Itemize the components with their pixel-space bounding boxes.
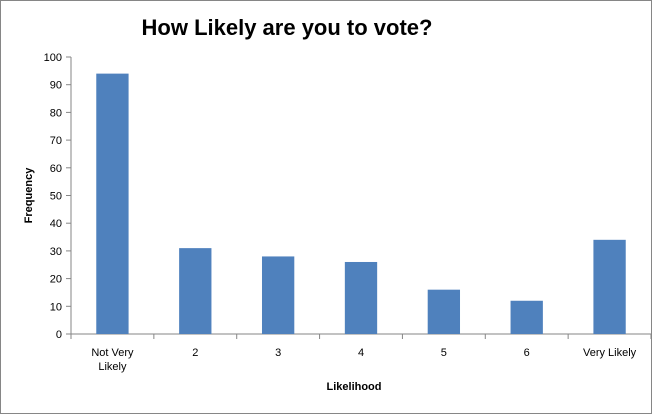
x-tick-label: 6: [524, 347, 530, 359]
bar: [179, 248, 212, 334]
bar: [261, 256, 295, 334]
bar: [427, 289, 461, 334]
y-tick-label: 30: [50, 246, 62, 258]
x-tick-label: 4: [358, 347, 364, 359]
y-tick-label: 20: [50, 274, 62, 286]
y-tick-label: 40: [50, 218, 62, 230]
bar: [593, 239, 626, 334]
bar: [510, 300, 543, 334]
y-tick-label: 100: [44, 52, 62, 64]
x-tick-label: 5: [441, 347, 447, 359]
y-tick-label: 90: [50, 80, 62, 92]
y-tick-label: 60: [50, 163, 62, 175]
bar: [344, 261, 378, 334]
x-tick-label: 2: [192, 347, 198, 359]
y-tick-label: 80: [50, 107, 62, 119]
y-tick-label: 50: [50, 191, 62, 203]
y-tick-label: 10: [50, 301, 62, 313]
y-axis-label: Frequency: [23, 167, 35, 224]
x-tick-label: Very Likely: [583, 347, 637, 359]
bar: [96, 73, 129, 335]
y-tick-label: 0: [56, 329, 62, 341]
x-tick-label: Not Very Likely: [91, 347, 134, 373]
y-tick-label: 70: [50, 135, 62, 147]
chart-title: How Likely are you to vote?: [141, 15, 433, 40]
x-axis-label: Likelihood: [327, 381, 382, 393]
x-tick-label: 3: [275, 347, 281, 359]
